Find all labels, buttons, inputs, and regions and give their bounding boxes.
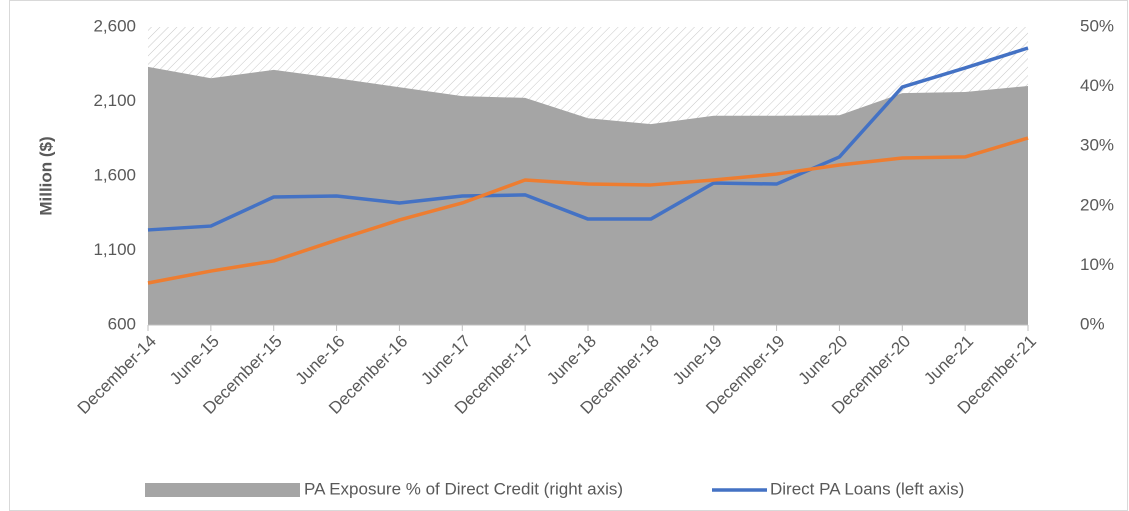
line	[147, 136, 1029, 285]
y2-tick-label: 10%	[1080, 255, 1114, 274]
y-tick-label: 1,600	[93, 165, 136, 184]
legend-swatch	[145, 483, 300, 497]
y2-tick-label: 30%	[1080, 136, 1114, 155]
y-axis-label: Million ($)	[36, 136, 55, 215]
y2-tick-label: 50%	[1080, 16, 1114, 35]
y-tick-label: 2,600	[93, 16, 136, 35]
y2-tick-label: 0%	[1080, 314, 1105, 333]
line	[147, 46, 1029, 232]
legend-label: PA Exposure % of Direct Credit (right ax…	[304, 479, 623, 498]
y2-tick-label: 40%	[1080, 76, 1114, 95]
y-tick-label: 1,100	[93, 240, 136, 259]
y-tick-label: 2,100	[93, 91, 136, 110]
y2-tick-label: 20%	[1080, 195, 1114, 214]
area	[148, 66, 1028, 325]
legend-label: Direct PA Loans (left axis)	[770, 479, 964, 498]
y-tick-label: 600	[108, 314, 136, 333]
